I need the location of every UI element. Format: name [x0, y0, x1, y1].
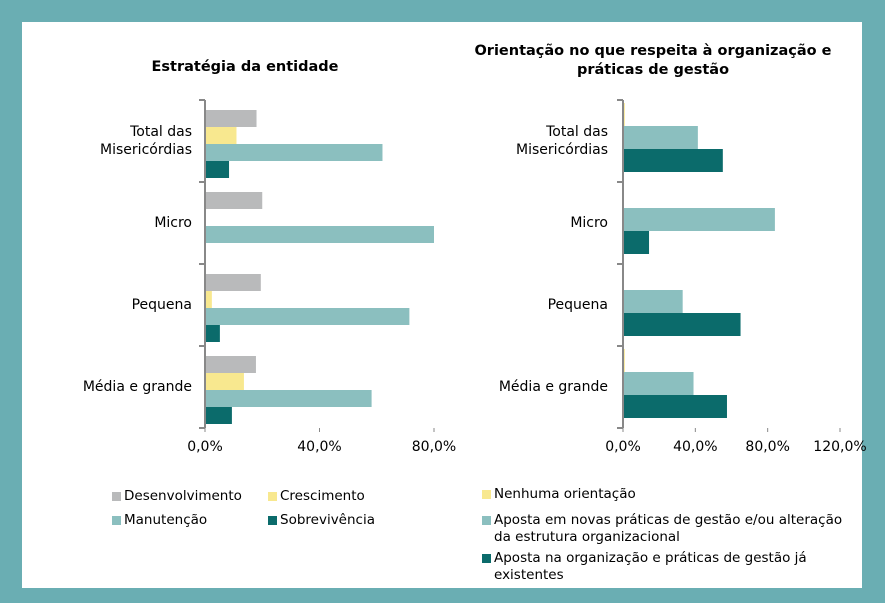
bar [623, 290, 683, 313]
chart-title: Orientação no que respeita à organização… [474, 43, 832, 78]
y-tick-label: Média e grande [82, 379, 192, 395]
legend-item: Nenhuma orientação [482, 486, 852, 503]
legend-swatch [482, 554, 491, 563]
y-tick-label: Micro [570, 215, 608, 231]
bar [623, 231, 650, 254]
x-tick-label: 40,0% [673, 439, 717, 455]
x-tick-label: 40,0% [297, 439, 341, 455]
x-tick-label: 80,0% [412, 439, 456, 455]
bar [623, 395, 727, 418]
x-tick-label: 80,0% [745, 439, 789, 455]
bar [623, 149, 723, 172]
legend-swatch [482, 490, 491, 499]
legend-swatch [268, 516, 277, 525]
bar [205, 144, 383, 161]
y-tick-label: Média e grande [498, 379, 608, 395]
chart-title: Estratégia da entidade [151, 59, 339, 75]
bar [205, 274, 261, 291]
bar [623, 372, 694, 395]
bar [623, 208, 775, 231]
bar [623, 126, 698, 149]
legend-swatch [112, 492, 121, 501]
legend-swatch [112, 516, 121, 525]
y-tick-label: Total das Misericórdias [100, 124, 192, 158]
legend-swatch [268, 492, 277, 501]
legend-item: Crescimento [268, 488, 428, 505]
legend-item: Aposta em novas práticas de gestão e/ou … [482, 512, 852, 546]
legend-item: Aposta na organização e práticas de gest… [482, 550, 852, 584]
x-tick-label: 0,0% [187, 439, 223, 455]
bar [205, 161, 230, 178]
y-tick-label: Pequena [131, 297, 192, 313]
legend-label: Sobrevivência [280, 512, 375, 528]
y-tick-label: Micro [154, 215, 192, 231]
y-tick-label: Total das Misericórdias [516, 124, 608, 158]
legend-swatch [482, 516, 491, 525]
y-tick-label: Pequena [547, 297, 608, 313]
bar [205, 127, 237, 144]
bar [623, 313, 741, 336]
legend-label: Aposta na organização e práticas de gest… [494, 550, 807, 583]
bar [205, 325, 220, 342]
legend-label: Nenhuma orientação [494, 486, 636, 502]
bar [205, 226, 434, 243]
bar [205, 407, 232, 424]
legend-item: Sobrevivência [268, 512, 428, 529]
x-tick-label: 0,0% [605, 439, 641, 455]
legend-label: Manutenção [124, 512, 208, 528]
bar [205, 308, 410, 325]
bar [205, 373, 244, 390]
legend-label: Desenvolvimento [124, 488, 242, 504]
legend-item: Manutenção [112, 512, 272, 529]
bar [205, 110, 257, 127]
panel [22, 22, 862, 588]
x-tick-label: 120,0% [813, 439, 866, 455]
bar [205, 390, 372, 407]
bar [205, 291, 212, 308]
legend-item: Desenvolvimento [112, 488, 272, 505]
bar [205, 192, 263, 209]
legend-label: Aposta em novas práticas de gestão e/ou … [494, 512, 843, 545]
bar [205, 356, 256, 373]
legend-label: Crescimento [280, 488, 365, 504]
